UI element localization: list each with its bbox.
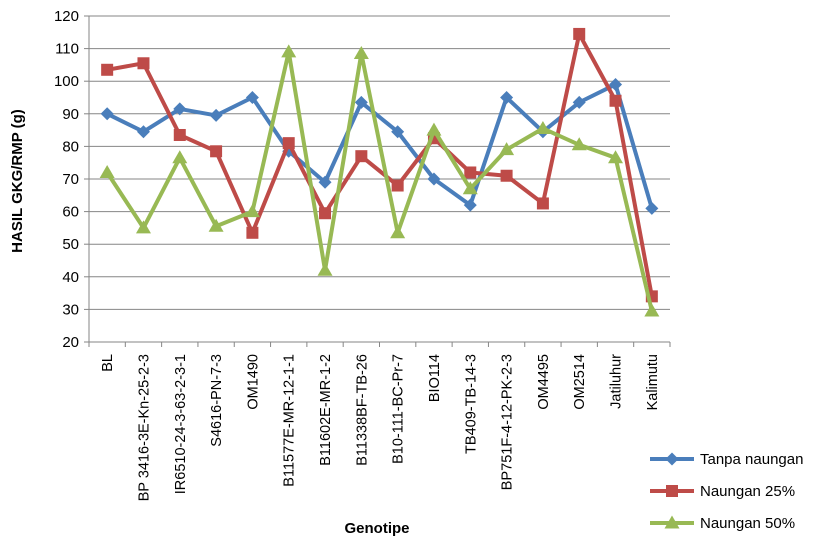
x-tick-label: S4616-PN-7-3 xyxy=(209,354,225,447)
y-tick-label: 100 xyxy=(54,73,79,90)
x-tick-label: BP751F-4-12-PK-2-3 xyxy=(500,354,516,490)
data-point xyxy=(317,262,333,276)
x-tick-label: BP 3416-3E-Kn-25-2-3 xyxy=(136,354,152,501)
data-point xyxy=(644,303,660,317)
data-point xyxy=(136,125,150,139)
y-tick-label: 120 xyxy=(54,8,79,25)
data-point xyxy=(499,142,515,156)
data-point xyxy=(208,218,224,232)
legend-marker xyxy=(666,485,678,497)
y-tick-label: 60 xyxy=(62,204,79,221)
data-point xyxy=(209,108,223,122)
x-tick-labels: BL BP 3416-3E-Kn-25-2-3 IR6510-24-3-63-2-3… xyxy=(88,342,671,501)
data-point xyxy=(536,197,549,210)
y-axis-title: HASIL GKG/RMP (g) xyxy=(9,109,26,253)
legend-item: Tanpa naungan xyxy=(650,451,803,468)
legend: Tanpa naungan Naungan 25% Naungan 50% xyxy=(650,451,803,532)
data-point xyxy=(353,45,369,59)
x-tick-label: B10-111-BC-Pr-7 xyxy=(391,354,407,464)
y-tick-label: 80 xyxy=(62,138,79,155)
x-tick-label: B11338BF-TB-26 xyxy=(354,354,370,466)
y-tick-label: 90 xyxy=(62,106,79,123)
data-point xyxy=(391,179,404,192)
y-tick-label: 20 xyxy=(62,334,79,351)
data-point xyxy=(137,57,150,70)
data-point xyxy=(391,125,405,139)
data-point xyxy=(173,128,186,141)
data-point xyxy=(609,77,623,91)
legend-label: Naungan 50% xyxy=(700,515,795,532)
y-tick-label: 50 xyxy=(62,236,79,253)
x-tick-label: BIO114 xyxy=(427,354,443,402)
legend-item: Naungan 50% xyxy=(650,515,795,532)
x-tick-label: OM4495 xyxy=(536,354,552,410)
y-tick-label: 70 xyxy=(62,171,79,188)
x-tick-label: OM1490 xyxy=(245,354,261,410)
gridlines xyxy=(84,15,670,343)
data-point xyxy=(101,63,114,76)
legend-item: Naungan 25% xyxy=(650,483,795,500)
data-point xyxy=(246,226,259,239)
series-line xyxy=(106,31,654,297)
data-point xyxy=(99,164,115,178)
data-point xyxy=(173,102,187,116)
x-tick-label: OM2514 xyxy=(572,354,588,410)
data-point xyxy=(355,150,368,163)
data-point xyxy=(390,225,406,239)
data-point xyxy=(245,91,259,104)
x-axis-title: Genotipe xyxy=(344,520,409,537)
legend-label: Tanpa naungan xyxy=(700,451,803,468)
data-point xyxy=(281,44,297,58)
y-tick-labels: 20 30 40 50 60 70 80 90 100 110 120 xyxy=(54,8,79,351)
y-tick-label: 40 xyxy=(62,269,79,286)
data-point xyxy=(608,150,624,164)
data-point xyxy=(318,175,332,189)
data-point xyxy=(609,94,622,107)
data-point xyxy=(427,172,441,186)
data-point xyxy=(354,95,368,109)
data-point xyxy=(535,120,551,134)
x-tick-label: B11602E-MR-1-2 xyxy=(318,354,334,466)
y-tick-label: 110 xyxy=(55,41,79,58)
data-point xyxy=(244,204,260,218)
x-tick-label: B11577E-MR-12-1-1 xyxy=(282,354,298,487)
data-point xyxy=(571,137,587,151)
legend-marker xyxy=(664,515,680,529)
data-point xyxy=(464,166,477,179)
series-layer xyxy=(99,27,660,317)
y-tick-label: 30 xyxy=(62,301,79,318)
data-point xyxy=(573,27,586,40)
data-point xyxy=(463,198,477,212)
data-point xyxy=(462,181,478,195)
x-tick-label: IR6510-24-3-63-2-3-1 xyxy=(173,354,189,494)
data-point xyxy=(500,91,514,104)
x-tick-label: BL xyxy=(100,354,116,372)
legend-label: Naungan 25% xyxy=(700,483,795,500)
x-tick-label: Jatiluhur xyxy=(609,354,625,409)
x-tick-label: TB409-TB-14-3 xyxy=(463,354,479,454)
data-point xyxy=(500,169,513,182)
data-point xyxy=(645,201,659,215)
data-point xyxy=(210,145,223,158)
data-point xyxy=(319,207,332,220)
data-point xyxy=(426,122,442,136)
series-line xyxy=(105,49,654,312)
data-point xyxy=(172,150,188,164)
data-point xyxy=(572,95,586,109)
data-point xyxy=(135,220,151,234)
data-point xyxy=(100,107,114,121)
data-point xyxy=(282,137,295,150)
x-tick-label: Kalimutu xyxy=(645,354,661,410)
legend-marker xyxy=(665,452,679,466)
series-3 xyxy=(99,44,660,317)
